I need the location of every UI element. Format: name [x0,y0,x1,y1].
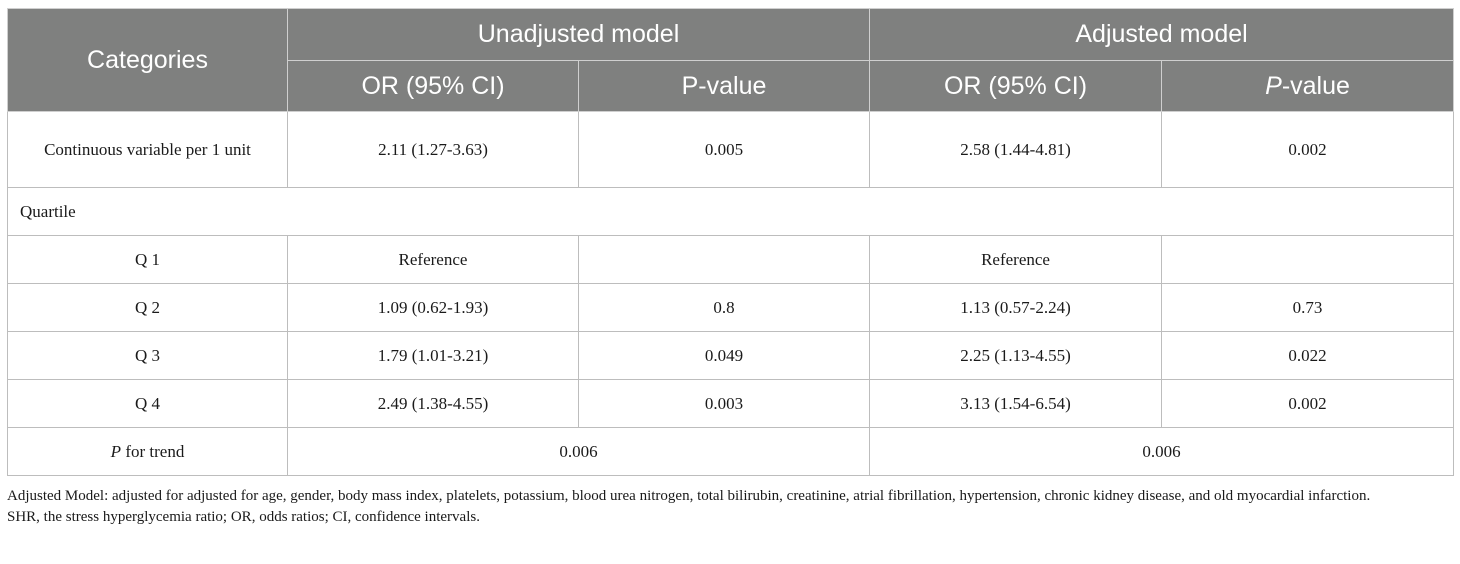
header-unadjusted-or-ci: OR (95% CI) [287,60,579,112]
results-table-container: Categories Unadjusted model Adjusted mod… [6,8,1455,476]
table-row: Q 2 1.09 (0.62-1.93) 0.8 1.13 (0.57-2.24… [7,283,1455,332]
cell-unadjusted-p: 0.8 [577,283,871,332]
trend-label-p: P [110,441,122,461]
row-label: Q 4 [7,379,288,428]
header-adjusted-or-ci: OR (95% CI) [869,60,1163,112]
cell-adjusted-or: 3.13 (1.54-6.54) [869,379,1163,428]
header-categories: Categories [7,8,288,112]
cell-unadjusted-or: Reference [287,235,579,284]
row-label: Q 3 [7,331,288,380]
table-row: Continuous variable per 1 unit 2.11 (1.2… [7,111,1455,188]
cell-trend-adjusted: 0.006 [869,427,1455,476]
row-label-text: Continuous variable per 1 unit [44,139,251,159]
table-row-trend: P for trend 0.006 0.006 [7,427,1455,476]
row-label: Continuous variable per 1 unit [7,111,288,188]
cell-adjusted-p [1161,235,1455,284]
cell-unadjusted-p: 0.049 [577,331,871,380]
table-header: Categories Unadjusted model Adjusted mod… [7,8,1455,112]
cell-adjusted-or: 2.58 (1.44-4.81) [869,111,1163,188]
header-row-columns: OR (95% CI) P-value OR (95% CI) P-value [8,60,1455,112]
header-unadjusted-pvalue: P-value [577,60,871,112]
cell-adjusted-or: 2.25 (1.13-4.55) [869,331,1163,380]
cell-unadjusted-p: 0.003 [577,379,871,428]
cell-unadjusted-or: 1.09 (0.62-1.93) [287,283,579,332]
header-unadjusted-model: Unadjusted model [286,8,871,61]
table-footnotes: Adjusted Model: adjusted for adjusted fo… [7,486,1453,528]
cell-unadjusted-or: 2.11 (1.27-3.63) [287,111,579,188]
table-row: Q 4 2.49 (1.38-4.55) 0.003 3.13 (1.54-6.… [7,379,1455,428]
cell-adjusted-p: 0.002 [1161,111,1455,188]
header-row-groups: Categories Unadjusted model Adjusted mod… [7,8,1455,112]
cell-unadjusted-or: 1.79 (1.01-3.21) [287,331,579,380]
trend-label-rest: for trend [121,441,185,461]
header-adjusted-pvalue: P-value [1161,60,1455,112]
section-label-quartile: Quartile [6,187,1455,236]
row-label: Q 1 [7,235,288,284]
footnote-abbreviations: SHR, the stress hyperglycemia ratio; OR,… [7,509,480,525]
results-table: Categories Unadjusted model Adjusted mod… [6,8,1455,476]
cell-adjusted-or: Reference [869,235,1163,284]
cell-unadjusted-or: 2.49 (1.38-4.55) [287,379,579,428]
cell-adjusted-p: 0.002 [1161,379,1455,428]
table-row-section: Quartile [6,187,1455,236]
table-body: Continuous variable per 1 unit 2.11 (1.2… [6,111,1455,476]
cell-adjusted-p: 0.022 [1161,331,1455,380]
table-row: Q 3 1.79 (1.01-3.21) 0.049 2.25 (1.13-4.… [7,331,1455,380]
footnote-adjusted-model: Adjusted Model: adjusted for adjusted fo… [7,488,1371,504]
cell-adjusted-or: 1.13 (0.57-2.24) [869,283,1163,332]
header-adjusted-model: Adjusted model [869,8,1455,61]
trend-label: P for trend [7,427,288,476]
cell-unadjusted-p: 0.005 [577,111,871,188]
header-adjusted-pvalue-p: P [1265,71,1282,100]
cell-trend-unadjusted: 0.006 [286,427,871,476]
row-label: Q 2 [7,283,288,332]
cell-unadjusted-p [577,235,871,284]
cell-adjusted-p: 0.73 [1161,283,1455,332]
table-row: Q 1 Reference Reference [7,235,1455,284]
header-adjusted-pvalue-rest: -value [1281,71,1350,100]
